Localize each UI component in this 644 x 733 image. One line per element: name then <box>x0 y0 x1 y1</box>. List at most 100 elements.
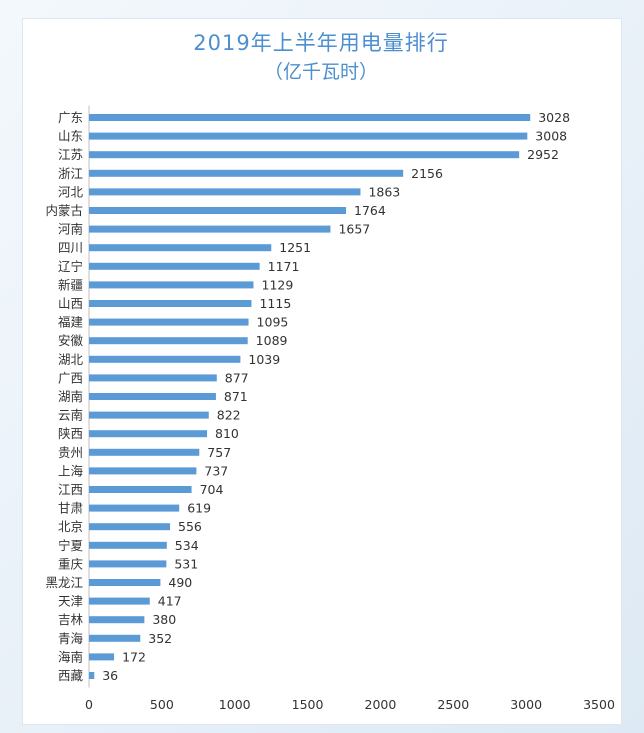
bar <box>89 448 200 456</box>
value-label: 1095 <box>257 315 289 330</box>
bar <box>89 467 197 475</box>
bar <box>89 523 171 531</box>
bar <box>89 486 192 493</box>
category-label: 重庆 <box>58 556 84 571</box>
bar <box>89 300 252 307</box>
category-label: 海南 <box>58 649 83 664</box>
value-label: 810 <box>215 426 239 441</box>
value-label: 1115 <box>259 296 291 311</box>
category-label: 湖南 <box>58 389 83 404</box>
value-label: 531 <box>174 556 198 571</box>
value-label: 877 <box>225 370 249 385</box>
bar <box>89 151 520 159</box>
bar <box>89 597 150 605</box>
category-label: 安徽 <box>58 333 84 348</box>
bar <box>89 374 217 382</box>
bar <box>89 169 404 177</box>
x-tick-label: 2000 <box>365 697 397 712</box>
bar <box>89 653 115 661</box>
value-label: 3008 <box>535 129 567 144</box>
category-label: 浙江 <box>58 166 83 181</box>
category-label: 上海 <box>58 463 84 478</box>
bar <box>89 207 347 214</box>
category-label: 北京 <box>58 519 83 534</box>
value-label: 1764 <box>354 203 386 218</box>
bar <box>89 541 167 549</box>
bar <box>89 393 216 400</box>
value-label: 737 <box>204 463 228 478</box>
value-label: 380 <box>152 612 176 627</box>
value-label: 1089 <box>256 333 288 348</box>
category-label: 黑龙江 <box>45 575 83 590</box>
category-label: 西藏 <box>58 668 84 683</box>
category-label: 贵州 <box>58 445 83 460</box>
category-label: 内蒙古 <box>45 203 83 218</box>
value-label: 2952 <box>527 147 559 162</box>
x-tick-label: 0 <box>85 697 93 712</box>
value-label: 822 <box>217 408 241 423</box>
category-label: 辽宁 <box>58 259 83 274</box>
category-label: 山东 <box>58 129 83 144</box>
value-label: 1863 <box>368 184 400 199</box>
bar <box>89 634 141 642</box>
bar <box>89 672 95 679</box>
x-tick-label: 3000 <box>510 697 542 712</box>
bar <box>89 504 180 512</box>
bar <box>89 560 167 568</box>
category-label: 湖北 <box>58 352 84 367</box>
chart-title: 2019年上半年用电量排行 <box>193 31 449 55</box>
value-label: 490 <box>168 575 192 590</box>
value-label: 1171 <box>268 259 300 274</box>
category-label: 广西 <box>58 370 83 385</box>
value-label: 1251 <box>279 240 311 255</box>
bar <box>89 411 209 419</box>
value-label: 417 <box>158 594 182 609</box>
bar <box>89 244 272 252</box>
bar <box>89 579 161 586</box>
bar <box>89 430 208 438</box>
category-label: 山西 <box>58 296 83 311</box>
value-label: 619 <box>187 501 211 516</box>
category-label: 宁夏 <box>58 538 84 553</box>
x-tick-label: 1500 <box>292 697 324 712</box>
category-label: 河南 <box>58 222 83 237</box>
value-label: 352 <box>148 631 172 646</box>
value-label: 871 <box>224 389 248 404</box>
category-label: 甘肃 <box>58 501 83 516</box>
bar <box>89 355 241 363</box>
value-label: 1129 <box>262 277 294 292</box>
value-label: 3028 <box>538 110 570 125</box>
category-label: 新疆 <box>58 277 83 292</box>
category-label: 福建 <box>58 315 84 330</box>
category-label: 江西 <box>58 482 83 497</box>
x-tick-label: 500 <box>150 697 174 712</box>
category-label: 江苏 <box>58 147 83 162</box>
category-label: 云南 <box>58 408 83 423</box>
category-label: 天津 <box>58 594 83 609</box>
bar <box>89 188 361 196</box>
bar <box>89 616 145 624</box>
category-label: 河北 <box>58 184 84 199</box>
bar <box>89 337 248 345</box>
value-label: 534 <box>175 538 199 553</box>
bar <box>89 318 249 326</box>
bar <box>89 225 331 233</box>
category-label: 四川 <box>58 240 83 255</box>
value-label: 1657 <box>338 222 370 237</box>
category-label: 青海 <box>58 631 84 646</box>
value-label: 36 <box>102 668 118 683</box>
bar <box>89 262 260 270</box>
value-label: 704 <box>200 482 224 497</box>
value-label: 1039 <box>248 352 280 367</box>
category-label: 广东 <box>58 110 83 125</box>
value-label: 757 <box>207 445 231 460</box>
x-tick-label: 3500 <box>583 697 615 712</box>
value-label: 556 <box>178 519 202 534</box>
bar <box>89 114 531 121</box>
value-label: 172 <box>122 649 146 664</box>
bar <box>89 132 528 140</box>
category-label: 陕西 <box>58 426 83 441</box>
category-label: 吉林 <box>58 612 84 627</box>
x-tick-label: 2500 <box>437 697 469 712</box>
